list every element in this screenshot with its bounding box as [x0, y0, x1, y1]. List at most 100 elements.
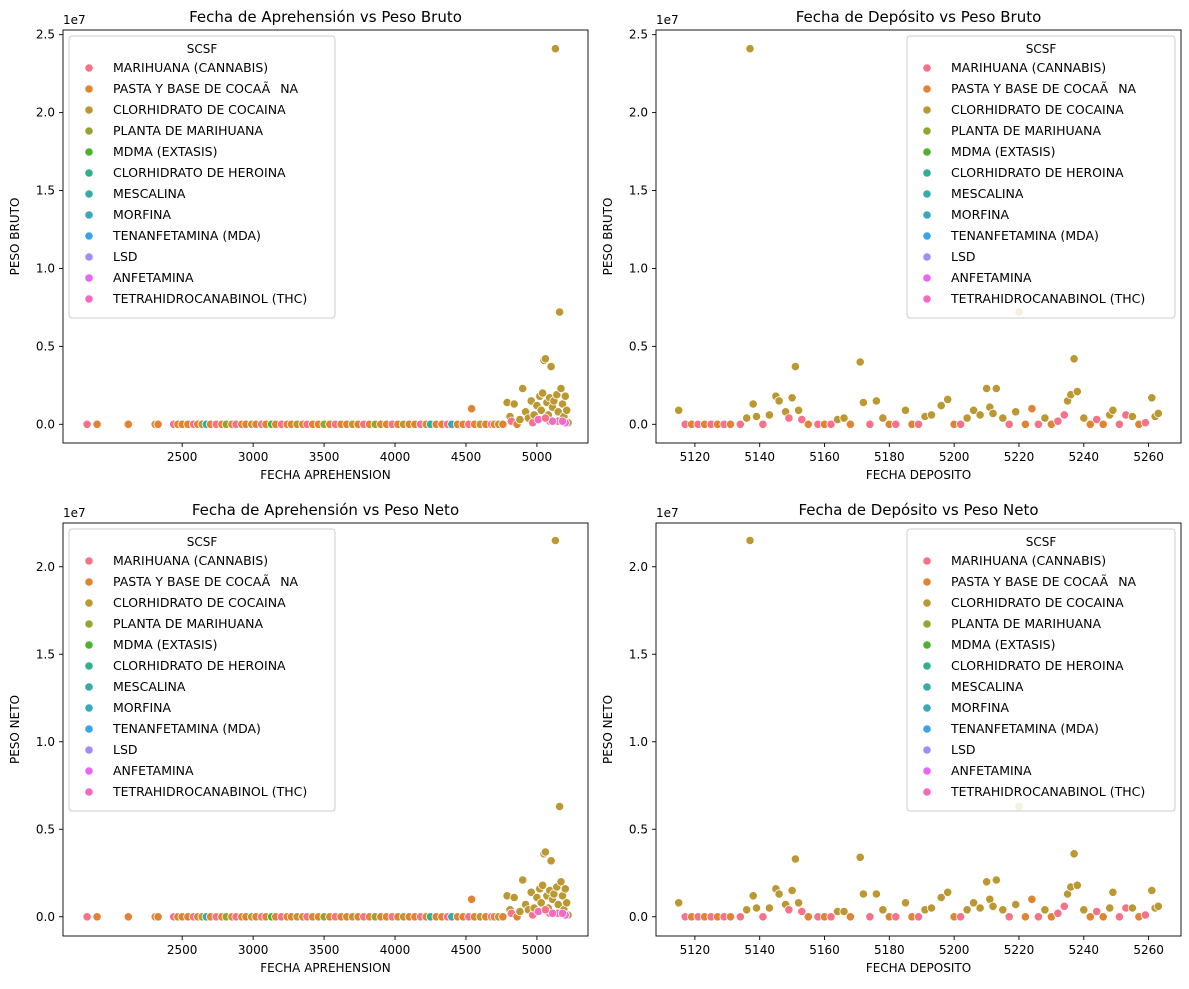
data-point — [926, 410, 937, 420]
data-point — [554, 307, 565, 317]
data-point — [1059, 901, 1069, 911]
x-tick-label: 5260 — [1133, 943, 1164, 957]
legend-label: PLANTA DE MARIHUANA — [113, 616, 264, 631]
legend-item: LSD — [84, 249, 138, 264]
legend: SCSF MARIHUANA (CANNABIS) PASTA Y BASE DE … — [68, 528, 336, 812]
y-offset-label: 1e7 — [656, 506, 679, 520]
data-point — [891, 419, 901, 429]
data-point — [962, 413, 972, 423]
legend-box — [68, 528, 336, 812]
scatter-points — [674, 44, 1163, 429]
data-point — [913, 912, 924, 922]
data-point — [92, 912, 102, 922]
legend-item: TETRAHIDROCANABINOL (THC) — [84, 291, 307, 306]
x-tick-label: 2500 — [167, 943, 198, 957]
data-point — [981, 877, 992, 887]
data-point — [509, 892, 519, 903]
data-point — [537, 388, 548, 398]
data-point — [554, 801, 565, 812]
y-tick-label: 0.5 — [629, 822, 648, 836]
data-point — [758, 912, 768, 922]
legend-marker — [922, 63, 932, 73]
data-point — [1033, 419, 1044, 429]
data-point — [968, 898, 979, 908]
legend-marker — [922, 787, 932, 797]
data-point — [742, 905, 752, 915]
data-point — [926, 903, 937, 913]
data-point — [1108, 887, 1118, 897]
data-point — [1153, 408, 1163, 418]
data-point — [82, 419, 92, 429]
data-point — [674, 405, 684, 415]
legend-marker — [922, 210, 932, 220]
data-point — [537, 880, 548, 890]
data-point — [742, 413, 752, 423]
x-tick-label: 5240 — [1069, 943, 1100, 957]
y-tick-label: 1.5 — [629, 647, 648, 661]
legend-marker — [84, 273, 94, 283]
legend-item: PASTA Y BASE DE COCAÃNA — [922, 81, 1137, 96]
legend-marker — [922, 189, 932, 199]
legend-marker — [922, 577, 932, 587]
legend-item: MORFINA — [84, 207, 172, 222]
y-tick-label: 1.5 — [629, 184, 648, 198]
data-point — [1040, 905, 1050, 915]
legend-item: MORFINA — [922, 700, 1010, 715]
legend-item: ANFETAMINA — [922, 763, 1032, 778]
data-point — [515, 906, 525, 917]
x-axis-label: FECHA DEPOSITO — [866, 961, 971, 975]
data-point — [845, 912, 856, 922]
data-point — [515, 414, 525, 425]
data-point — [988, 408, 998, 418]
x-tick-label: 3500 — [309, 943, 340, 957]
legend-marker — [922, 252, 932, 262]
data-point — [975, 903, 985, 913]
data-point — [556, 877, 566, 887]
data-point — [826, 419, 836, 429]
data-point — [1085, 419, 1095, 429]
subplot-3: Fecha de Aprehensión vs Peso Neto 2500 300… — [8, 501, 589, 975]
legend-item: MDMA (EXTASIS) — [922, 637, 1056, 652]
data-point — [936, 892, 946, 903]
data-point — [913, 419, 924, 429]
data-point — [871, 889, 882, 899]
legend-label: LSD — [113, 249, 138, 264]
legend-label: MDMA (EXTASIS) — [113, 637, 218, 652]
data-point — [793, 405, 804, 415]
data-point — [998, 413, 1008, 423]
data-point — [790, 361, 801, 372]
legend-item: TETRAHIDROCANABINOL (THC) — [922, 291, 1145, 306]
scatter-points — [82, 44, 573, 429]
y-tick-label: 0.5 — [36, 822, 55, 836]
legend-label: MESCALINA — [951, 679, 1024, 694]
x-tick-label: 5180 — [874, 943, 905, 957]
data-point — [82, 912, 92, 922]
legend-marker — [922, 231, 932, 241]
data-point — [845, 419, 856, 429]
data-point — [1127, 903, 1138, 913]
y-tick-label: 0.5 — [36, 339, 55, 353]
legend-label: ANFETAMINA — [113, 270, 194, 285]
legend-item: LSD — [922, 249, 976, 264]
subplot-title: Fecha de Aprehensión vs Peso Neto — [192, 501, 459, 519]
data-point — [1079, 413, 1089, 423]
data-point — [1092, 414, 1102, 425]
y-offset-label: 1e7 — [656, 13, 679, 27]
data-point — [784, 413, 794, 423]
data-point — [540, 354, 551, 364]
x-tick-label: 3000 — [238, 450, 269, 464]
x-tick-label: 5220 — [1004, 450, 1035, 464]
data-point — [764, 410, 775, 420]
x-tick-label: 5180 — [874, 450, 905, 464]
legend-marker — [922, 682, 932, 692]
subplot-1: Fecha de Aprehensión vs Peso Bruto 2500 30… — [8, 8, 589, 482]
data-point — [1079, 905, 1089, 915]
legend-label: PASTA Y BASE DE COCAÃNA — [113, 574, 299, 589]
data-point — [826, 912, 836, 922]
data-point — [1040, 413, 1050, 423]
legend-label: CLORHIDRATO DE COCAINA — [951, 595, 1124, 610]
x-tick-label: 5200 — [939, 943, 970, 957]
data-point — [900, 898, 911, 908]
legend-marker — [922, 619, 932, 629]
legend-item: CLORHIDRATO DE HEROINA — [84, 165, 286, 180]
